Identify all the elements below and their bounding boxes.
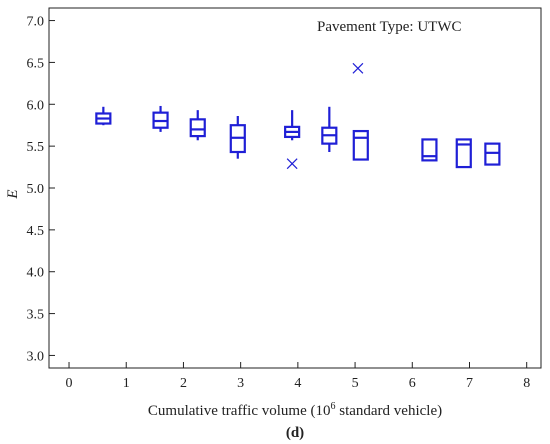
y-tick-label: 4.0 — [27, 266, 45, 281]
y-tick-label: 5.5 — [27, 140, 45, 155]
y-axis-ticks: 3.0 3.5 4.0 4.5 5.0 5.5 6.0 6.5 7.0 — [27, 15, 55, 364]
plot-frame — [48, 7, 542, 369]
y-tick-label: 5.0 — [27, 182, 45, 197]
x-tick-label: 1 — [123, 376, 130, 391]
box-plot-item — [95, 106, 112, 126]
figure-caption: (d) — [286, 425, 304, 441]
x-tick-label: 7 — [466, 376, 473, 391]
x-axis-title: Cumulative traffic volume (106 standard … — [148, 401, 442, 419]
outlier-series — [286, 62, 364, 170]
x-axis-title-superscript: 6 — [330, 401, 335, 412]
box-plot-item — [229, 116, 246, 159]
x-tick-label: 2 — [180, 376, 187, 391]
x-tick-label: 5 — [352, 376, 359, 391]
outlier-marker — [352, 62, 364, 74]
box-series — [95, 105, 501, 169]
box-plot-item — [484, 142, 501, 166]
box-iqr — [484, 142, 501, 166]
box-iqr — [421, 138, 438, 162]
box-plot-item — [352, 129, 369, 161]
box-iqr — [189, 118, 206, 138]
y-tick-label: 6.0 — [27, 98, 45, 113]
box-plot-item — [321, 106, 338, 152]
box-plot-item — [189, 110, 206, 141]
outlier-marker — [286, 158, 298, 170]
box-plot-item — [284, 110, 301, 141]
x-tick-label: 4 — [294, 376, 301, 391]
outlier-stroke — [352, 62, 364, 74]
y-tick-label: 7.0 — [27, 15, 45, 30]
box-plot-item — [455, 138, 472, 169]
pavement-type-annotation: Pavement Type: UTWC — [317, 19, 461, 35]
x-tick-label: 3 — [237, 376, 244, 391]
x-axis-title-main: Cumulative traffic volume (10 — [148, 403, 331, 419]
outlier-stroke — [286, 158, 298, 170]
x-axis-ticks: 0 1 2 3 4 5 6 7 8 — [66, 362, 530, 391]
x-axis-title-suffix: standard vehicle) — [335, 403, 442, 419]
x-tick-label: 0 — [66, 376, 73, 391]
y-tick-label: 6.5 — [27, 56, 45, 71]
box-plot-item — [152, 105, 169, 132]
y-axis-title: E — [5, 189, 21, 199]
x-tick-label: 8 — [523, 376, 530, 391]
box-plot-item — [421, 138, 438, 162]
x-tick-label: 6 — [409, 376, 416, 391]
y-tick-label: 3.5 — [27, 308, 45, 323]
y-tick-label: 3.0 — [27, 349, 45, 364]
y-tick-label: 4.5 — [27, 224, 45, 239]
box-iqr — [352, 129, 369, 161]
box-iqr — [455, 138, 472, 169]
